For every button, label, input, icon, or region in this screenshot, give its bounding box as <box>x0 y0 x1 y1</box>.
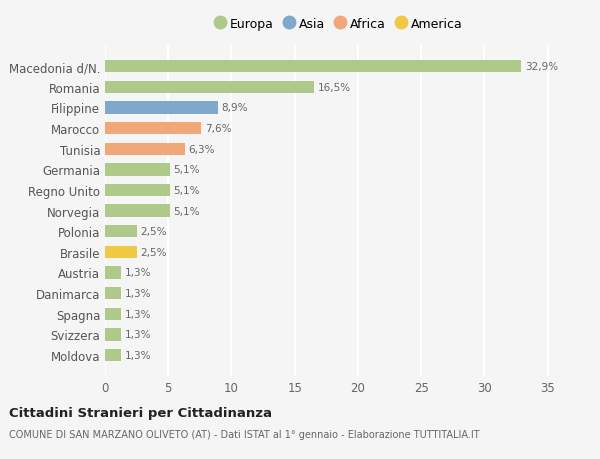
Bar <box>105 123 201 135</box>
Text: 7,6%: 7,6% <box>205 124 232 134</box>
Text: 5,1%: 5,1% <box>173 206 200 216</box>
Text: 1,3%: 1,3% <box>125 350 152 360</box>
Text: 6,3%: 6,3% <box>188 145 215 154</box>
Text: 1,3%: 1,3% <box>125 268 152 278</box>
Text: 1,3%: 1,3% <box>125 309 152 319</box>
Text: 16,5%: 16,5% <box>317 83 350 93</box>
Bar <box>105 287 121 300</box>
Bar <box>105 61 521 73</box>
Bar <box>105 349 121 361</box>
Bar <box>105 143 185 156</box>
Bar <box>105 205 170 217</box>
Text: 5,1%: 5,1% <box>173 165 200 175</box>
Bar <box>105 246 137 258</box>
Legend: Europa, Asia, Africa, America: Europa, Asia, Africa, America <box>211 14 467 34</box>
Bar <box>105 185 170 197</box>
Text: 1,3%: 1,3% <box>125 330 152 340</box>
Bar <box>105 102 218 114</box>
Text: 2,5%: 2,5% <box>140 247 167 257</box>
Bar <box>105 82 314 94</box>
Text: Cittadini Stranieri per Cittadinanza: Cittadini Stranieri per Cittadinanza <box>9 406 272 419</box>
Text: 1,3%: 1,3% <box>125 288 152 298</box>
Text: 32,9%: 32,9% <box>525 62 558 72</box>
Bar <box>105 164 170 176</box>
Text: 8,9%: 8,9% <box>221 103 248 113</box>
Bar <box>105 267 121 279</box>
Bar <box>105 308 121 320</box>
Text: COMUNE DI SAN MARZANO OLIVETO (AT) - Dati ISTAT al 1° gennaio - Elaborazione TUT: COMUNE DI SAN MARZANO OLIVETO (AT) - Dat… <box>9 429 479 439</box>
Bar <box>105 329 121 341</box>
Bar <box>105 225 137 238</box>
Text: 5,1%: 5,1% <box>173 185 200 196</box>
Text: 2,5%: 2,5% <box>140 227 167 237</box>
